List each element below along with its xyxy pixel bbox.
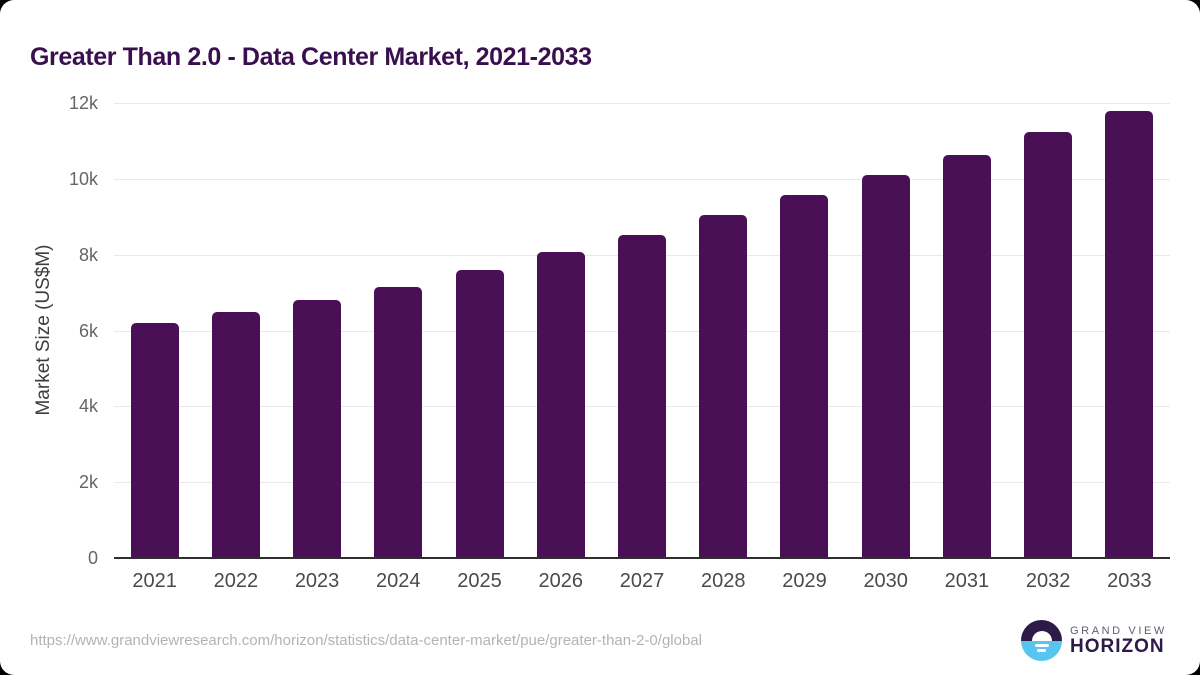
bar-2024[interactable] xyxy=(374,286,423,558)
bar-2030[interactable] xyxy=(861,174,910,558)
x-label-2023: 2023 xyxy=(294,570,340,592)
x-label-2021: 2021 xyxy=(132,570,177,592)
x-label-2030: 2030 xyxy=(863,570,908,592)
x-label-2024: 2024 xyxy=(376,570,421,592)
source-url-text: https://www.grandviewresearch.com/horizo… xyxy=(30,632,702,649)
x-label-2033: 2033 xyxy=(1107,570,1152,592)
bar-2027[interactable] xyxy=(618,234,666,558)
x-label-2022: 2022 xyxy=(213,570,259,592)
bar-2022[interactable] xyxy=(211,311,260,558)
x-label-2026: 2026 xyxy=(538,570,584,592)
y-tick-label-12k: 12k xyxy=(68,93,98,113)
bar-2033[interactable] xyxy=(1105,110,1154,558)
bar-2026[interactable] xyxy=(536,252,585,558)
x-label-2025: 2025 xyxy=(457,570,502,592)
y-tick-label-10k: 10k xyxy=(68,168,98,189)
bar-2021[interactable] xyxy=(130,322,179,558)
bar-2025[interactable] xyxy=(455,269,504,558)
logo-brand-line1: GRAND VIEW xyxy=(1070,625,1167,637)
grand-view-horizon-logo: GRAND VIEW HORIZON xyxy=(1021,620,1191,662)
gridline-12k xyxy=(114,103,1170,104)
y-tick-label-2k: 2k xyxy=(78,472,98,493)
y-tick-label-4k: 4k xyxy=(78,396,98,417)
y-tick-label-0: 0 xyxy=(87,548,98,568)
horizon-sun-icon xyxy=(1021,620,1062,661)
x-label-2028: 2028 xyxy=(700,570,746,592)
y-tick-label-6k: 6k xyxy=(78,320,98,341)
logo-brand-line2: HORIZON xyxy=(1070,636,1165,657)
y-tick-label-8k: 8k xyxy=(78,244,98,265)
x-label-2029: 2029 xyxy=(782,570,827,592)
bar-2023[interactable] xyxy=(293,299,342,558)
x-label-2031: 2031 xyxy=(944,570,990,592)
x-label-2027: 2027 xyxy=(619,570,665,592)
chart-title: Greater Than 2.0 - Data Center Market, 2… xyxy=(30,42,592,71)
bar-2031[interactable] xyxy=(942,154,991,558)
bar-2032[interactable] xyxy=(1024,132,1073,558)
bar-2029[interactable] xyxy=(780,194,829,558)
x-label-2032: 2032 xyxy=(1025,570,1071,592)
bar-2028[interactable] xyxy=(699,214,748,558)
x-axis-line xyxy=(114,557,1170,559)
gridline-10k xyxy=(114,178,1170,180)
